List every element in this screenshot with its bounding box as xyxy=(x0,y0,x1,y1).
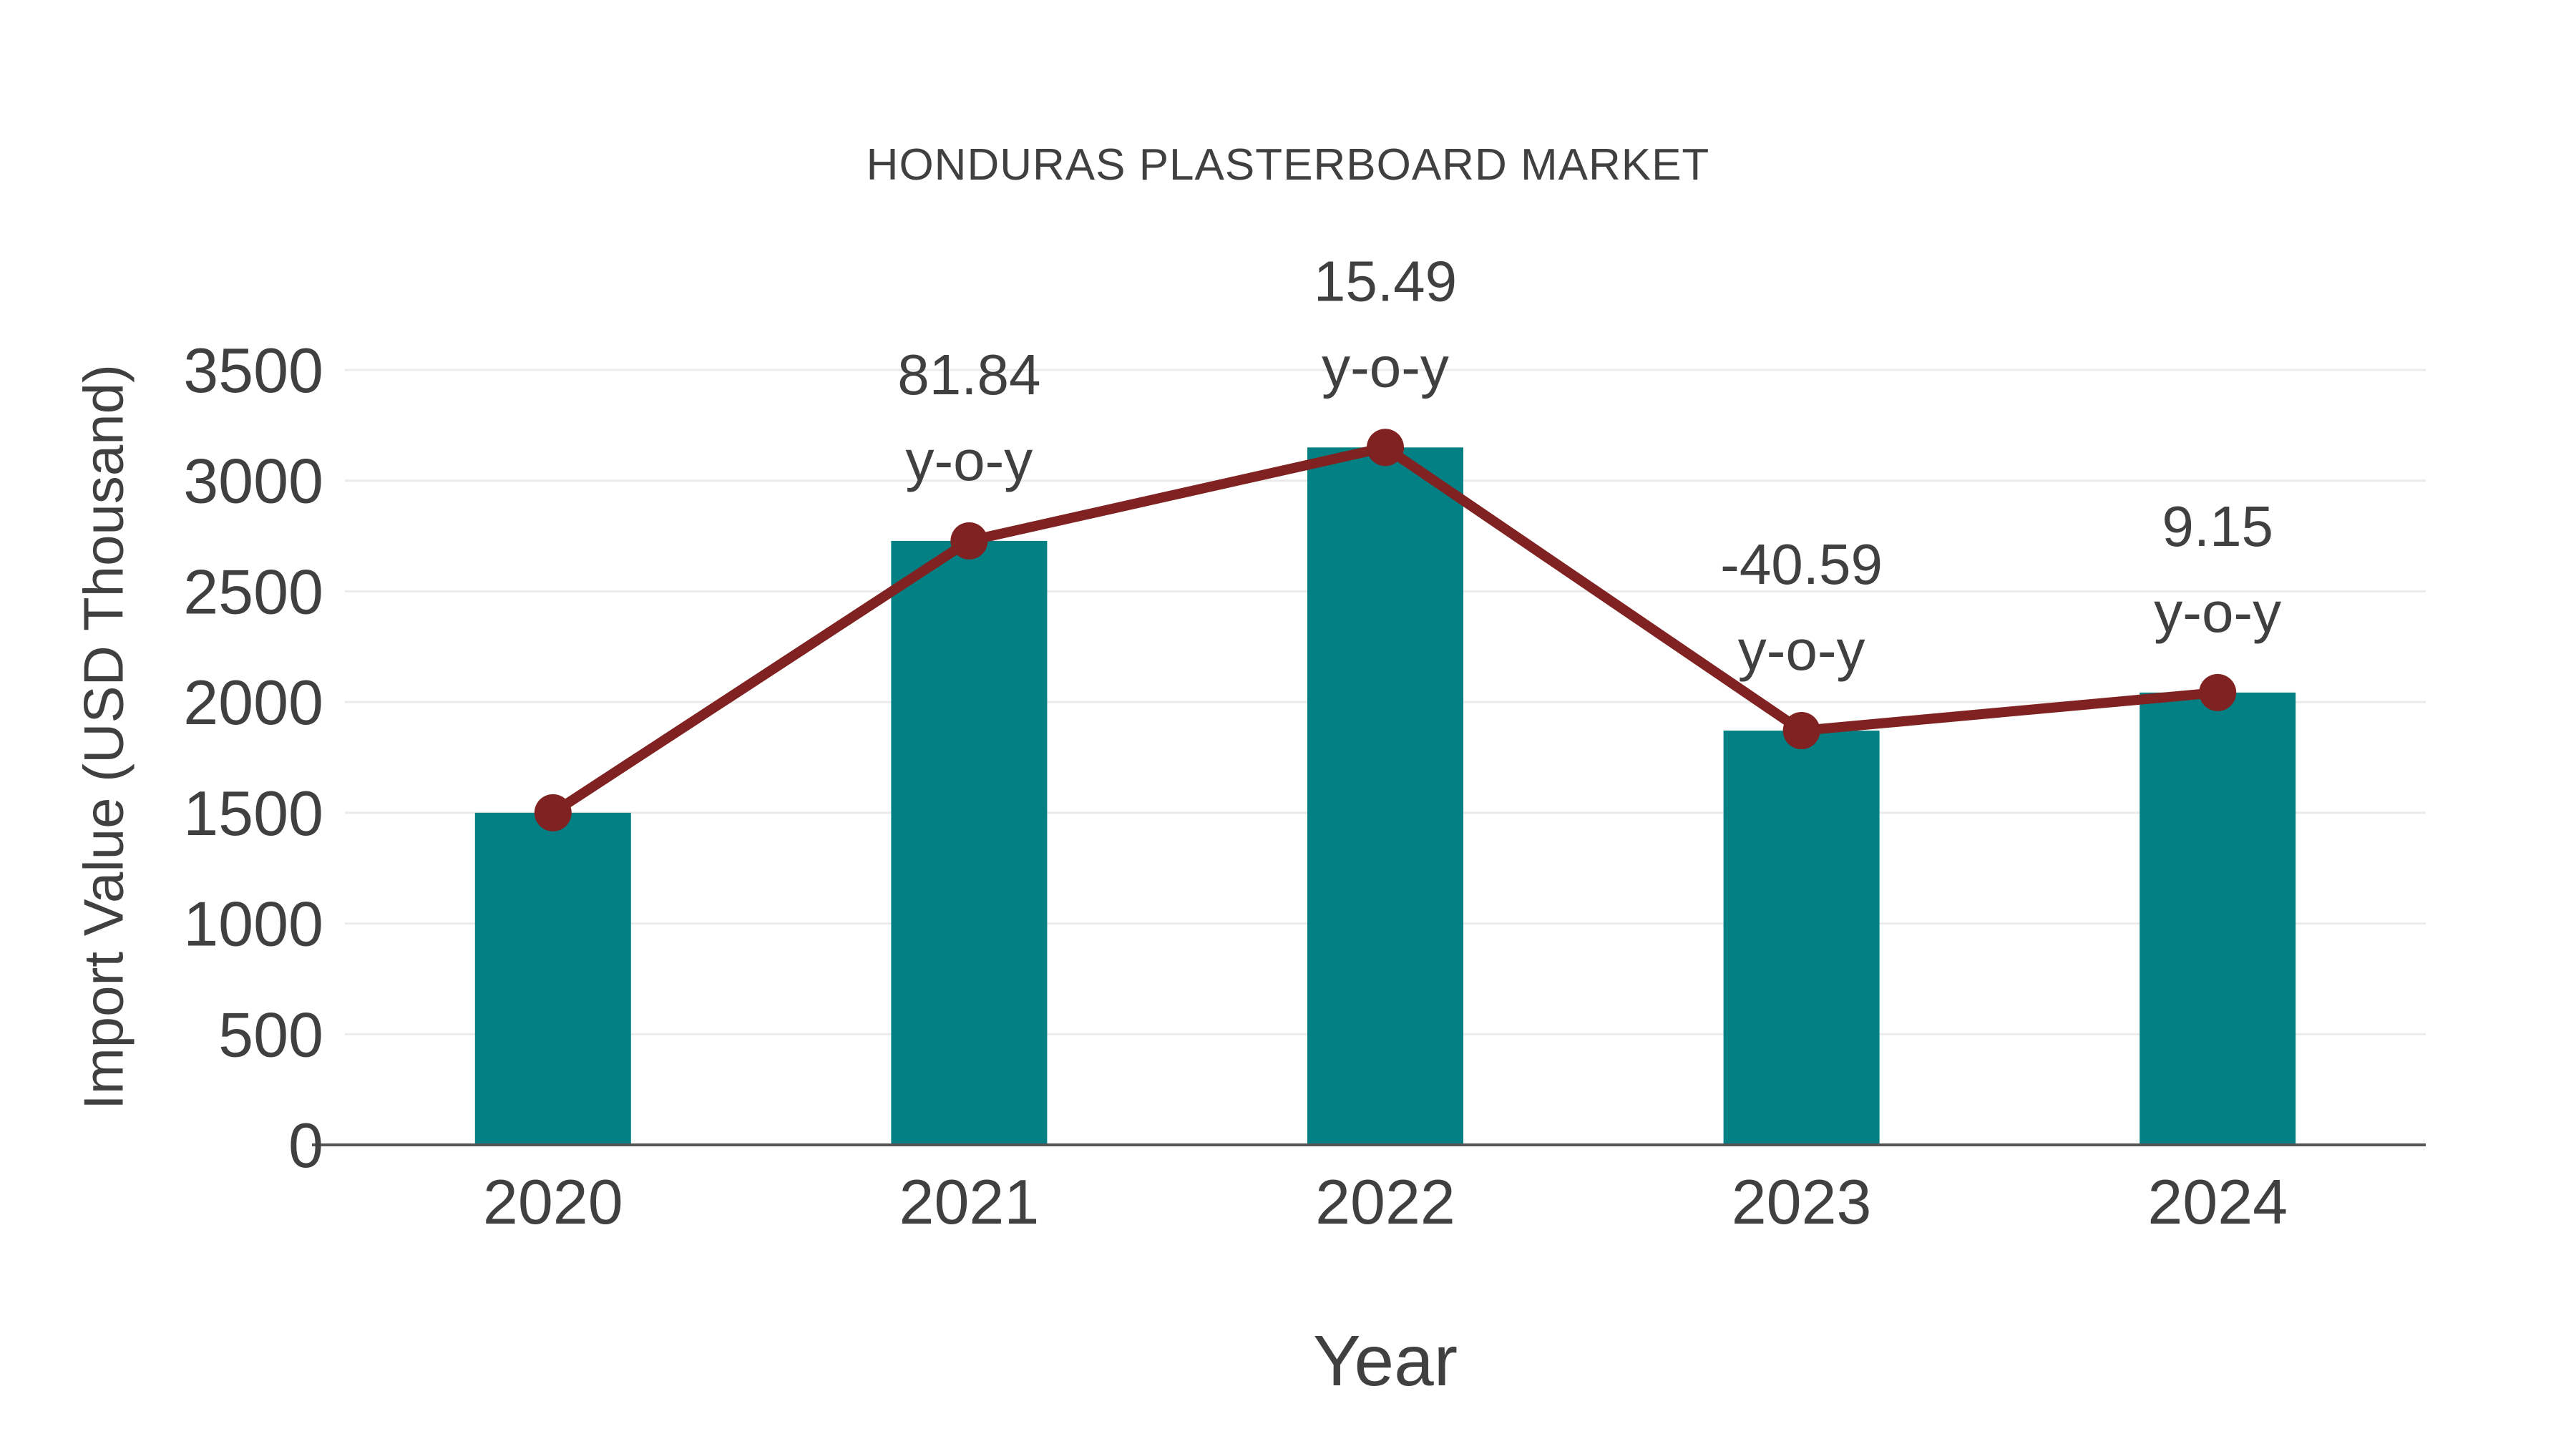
annotation-unit-2022: y-o-y xyxy=(1322,335,1449,399)
y-tick-label-3000: 3000 xyxy=(183,446,323,517)
y-tick-label-2000: 2000 xyxy=(183,667,323,738)
y-tick-label-3500: 3500 xyxy=(183,335,323,406)
x-tick-label-2024: 2024 xyxy=(2147,1166,2288,1237)
bar-2021 xyxy=(891,540,1048,1145)
marker-2020 xyxy=(534,794,572,831)
y-tick-label-0: 0 xyxy=(288,1110,323,1181)
bar-2020 xyxy=(474,812,631,1145)
annotation-unit-2024: y-o-y xyxy=(2154,580,2281,644)
x-tick-label-2022: 2022 xyxy=(1315,1166,1455,1237)
annotation-unit-2021: y-o-y xyxy=(906,429,1033,492)
x-axis-title: Year xyxy=(1312,1321,1458,1401)
annotation-value-2022: 15.49 xyxy=(1314,249,1457,313)
annotation-value-2024: 9.15 xyxy=(2162,494,2273,558)
y-tick-label-2500: 2500 xyxy=(183,556,323,627)
annotation-value-2023: -40.59 xyxy=(1720,532,1883,596)
chart-title: HONDURAS PLASTERBOARD MARKET xyxy=(866,140,1710,190)
bar-2023 xyxy=(1723,731,1880,1145)
y-tick-label-1000: 1000 xyxy=(183,889,323,960)
x-tick-label-2021: 2021 xyxy=(899,1166,1040,1237)
x-tick-label-2023: 2023 xyxy=(1732,1166,1872,1237)
bar-2022 xyxy=(1307,447,1463,1145)
x-tick-label-2020: 2020 xyxy=(483,1166,623,1237)
marker-2021 xyxy=(950,522,988,560)
y-tick-label-1500: 1500 xyxy=(183,778,323,849)
marker-2024 xyxy=(2199,673,2237,711)
annotation-value-2021: 81.84 xyxy=(897,343,1040,406)
marker-2022 xyxy=(1367,429,1404,467)
annotation-unit-2023: y-o-y xyxy=(1738,618,1865,682)
marker-2023 xyxy=(1782,712,1820,750)
bar-2024 xyxy=(2140,692,2296,1145)
y-tick-label-500: 500 xyxy=(218,999,323,1070)
